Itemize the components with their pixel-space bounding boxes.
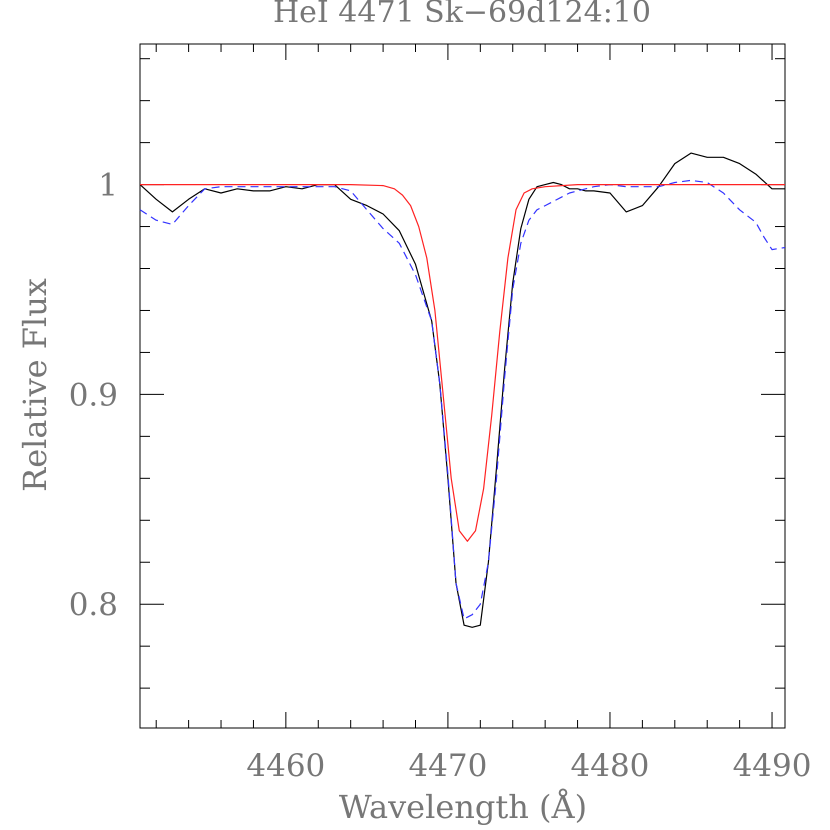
- tick-marks: [140, 44, 785, 728]
- x-tick-label: 4460: [246, 748, 325, 784]
- x-tick-label: 4480: [571, 748, 650, 784]
- model-fit-dashed-line: [139, 179, 786, 620]
- series-layer: [139, 152, 786, 628]
- x-tick-label: 4490: [733, 748, 812, 784]
- y-tick-label: 0.9: [69, 377, 118, 413]
- x-tick-labels: 4460 4470 4480 4490: [246, 748, 811, 784]
- chart-title: HeI 4471 Sk−69d124:10: [273, 0, 651, 30]
- plot-area: [139, 43, 786, 729]
- y-tick-labels: 0.8 0.9 1: [69, 168, 118, 624]
- x-axis-label: Wavelength (Å): [339, 788, 587, 826]
- model-spectrum-red-line: [140, 184, 785, 542]
- y-tick-label: 1: [98, 168, 118, 204]
- y-axis-label: Relative Flux: [16, 278, 54, 492]
- y-tick-label: 0.8: [69, 587, 118, 623]
- x-tick-label: 4470: [408, 748, 487, 784]
- plot-frame: [139, 43, 786, 729]
- observed-spectrum-line: [139, 152, 785, 628]
